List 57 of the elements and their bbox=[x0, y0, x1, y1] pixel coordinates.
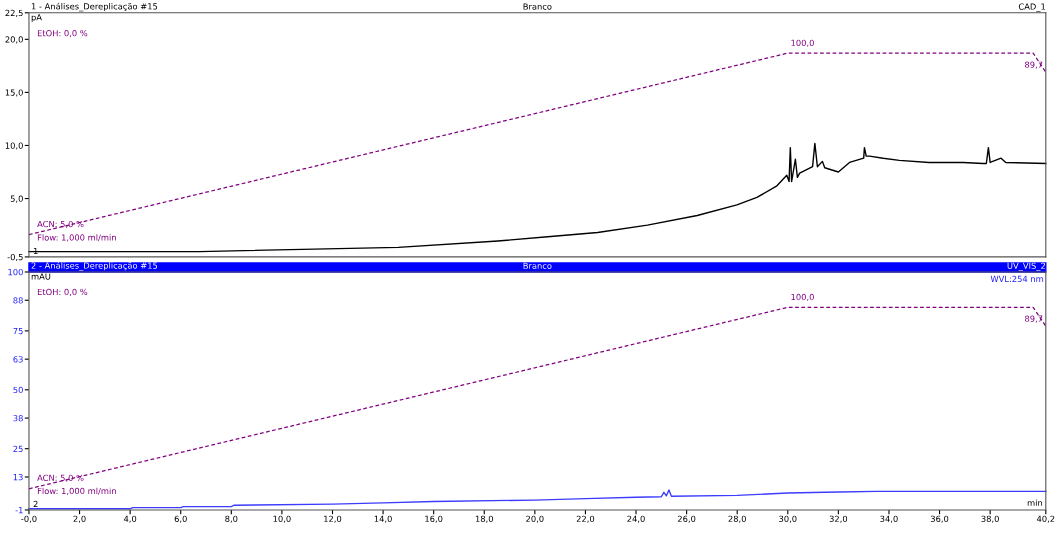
x-tick-label: -0,0 bbox=[21, 515, 37, 523]
chart-subtitle: Branco bbox=[523, 3, 552, 10]
chart-subtitle: Branco bbox=[523, 262, 552, 269]
y-tick-label: 63 bbox=[13, 356, 23, 363]
x-tick-label: 20,0 bbox=[526, 515, 544, 523]
text: UV_VIS_2 bbox=[1007, 262, 1045, 271]
x-tick-label: 38,0 bbox=[981, 515, 999, 523]
x-tick-label: 4,0 bbox=[123, 515, 137, 523]
x-tick-label: 36,0 bbox=[930, 515, 949, 523]
y-tick-label: 25 bbox=[13, 445, 23, 452]
x-tick-label: 34,0 bbox=[880, 515, 898, 523]
x-tick-label: 18,0 bbox=[475, 515, 493, 523]
text: CAD_1 bbox=[1018, 3, 1046, 12]
y-tick-label: 50 bbox=[13, 386, 23, 394]
y-tick-label: 13 bbox=[13, 473, 23, 481]
annotation: EtOH: 0,0 % bbox=[37, 30, 88, 38]
x-tick-label: 2,0 bbox=[73, 515, 86, 523]
x-tick-label: 40,2 bbox=[1036, 515, 1055, 523]
y-tick-label: 15,0 bbox=[5, 89, 23, 97]
y-tick-label: -0,5 bbox=[7, 253, 23, 262]
annotation: 100,0 bbox=[791, 293, 814, 302]
x-tick-label: 30,0 bbox=[779, 515, 797, 523]
x-tick-label: 12,0 bbox=[324, 515, 342, 523]
y-tick-label: 5,0 bbox=[10, 195, 23, 203]
x-tick-label: 32,0 bbox=[829, 515, 848, 523]
x-tick-label: 8,0 bbox=[225, 515, 238, 523]
line-series bbox=[28, 142, 1047, 253]
x-tick-label: 16,0 bbox=[425, 515, 443, 523]
annotation: 89,7 bbox=[1025, 61, 1043, 69]
x-tick-label: 14,0 bbox=[374, 515, 392, 523]
x-tick-label: 22,0 bbox=[576, 515, 595, 523]
y-tick-label: 88 bbox=[13, 297, 23, 304]
y-tick-label: 20,0 bbox=[5, 36, 23, 44]
annotation: Flow: 1,000 ml/min bbox=[37, 487, 116, 495]
annotation: WVL:254 nm bbox=[990, 275, 1044, 283]
x-tick-label: 24,0 bbox=[627, 515, 645, 523]
x-tick-label: 6,0 bbox=[174, 515, 187, 523]
chart-title: 2 - Análises_Dereplicação #15 bbox=[31, 261, 158, 271]
y-axis-title: pA bbox=[31, 14, 42, 23]
annotation: 89,7 bbox=[1025, 315, 1043, 323]
y-tick-label: 10,0 bbox=[5, 142, 23, 150]
y-tick-label: 22,5 bbox=[5, 9, 23, 17]
x-axis-title: min bbox=[1027, 499, 1043, 506]
y-tick-label: 75 bbox=[13, 327, 23, 335]
y-axis-title: mAU bbox=[31, 273, 51, 280]
annotation: 100,0 bbox=[791, 39, 814, 47]
y-tick-label: 100 bbox=[8, 268, 23, 276]
y-tick-label: -1 bbox=[15, 507, 23, 514]
annotation: Flow: 1,000 ml/min bbox=[37, 234, 116, 242]
chart-title: 1 - Análises_Dereplicação #15 bbox=[31, 2, 158, 12]
x-tick-label: 28,0 bbox=[728, 515, 746, 523]
y-tick-label: 38 bbox=[13, 415, 23, 422]
annotation: EtOH: 0,0 % bbox=[37, 288, 88, 296]
annotation: ACN: 5,0 % bbox=[37, 220, 84, 229]
annotation: 2 bbox=[33, 500, 38, 508]
x-tick-label: 10,0 bbox=[273, 515, 291, 523]
x-tick-label: 26,0 bbox=[677, 515, 696, 523]
